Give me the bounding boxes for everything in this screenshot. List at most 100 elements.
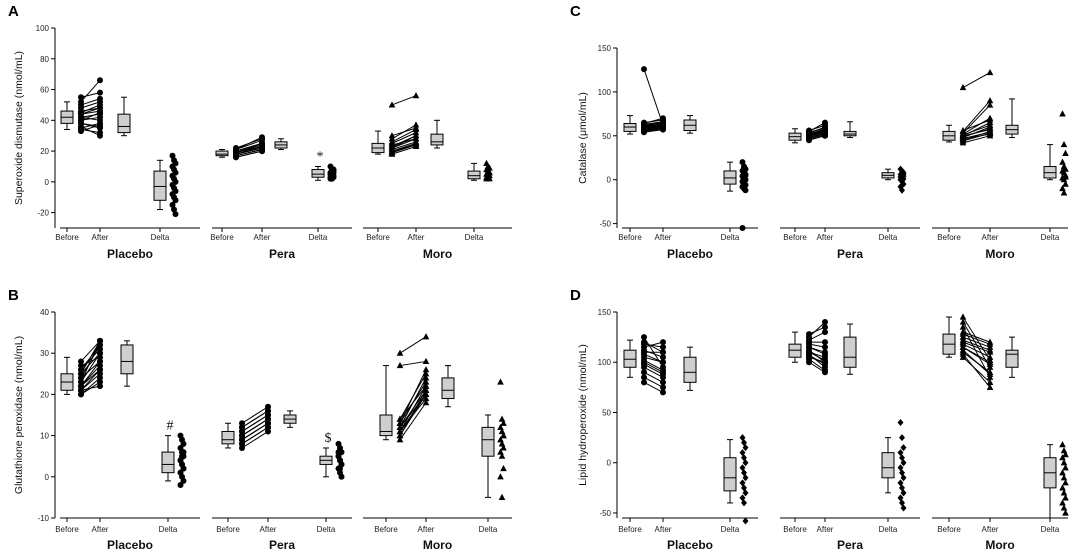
paired-line (643, 341, 664, 348)
point-delta (900, 170, 907, 178)
paired-line (80, 79, 101, 103)
point-delta (500, 464, 507, 472)
point-delta (169, 152, 176, 159)
point-before (78, 391, 84, 398)
paired-line (80, 352, 101, 375)
point-after (97, 383, 103, 390)
point-before (396, 432, 404, 439)
box-iqr (215, 150, 229, 157)
point-after (822, 367, 828, 374)
paired-line (235, 150, 263, 158)
paired-line (643, 123, 664, 126)
x-tick-label-before: Before (55, 233, 79, 242)
point-after (822, 324, 828, 331)
point-delta (335, 449, 342, 456)
point-before (239, 420, 245, 427)
point-after (660, 389, 666, 396)
group-label: Placebo (667, 538, 713, 552)
box-after (843, 121, 857, 139)
box-before (215, 149, 229, 158)
point-after (986, 97, 994, 104)
paired-line (643, 129, 664, 133)
paired-line (235, 136, 263, 150)
point-before (959, 350, 967, 357)
paired-line (241, 426, 269, 445)
point-delta (329, 172, 335, 179)
x-tick-label-after: After (92, 233, 109, 242)
point-before (396, 427, 404, 435)
point-after (265, 428, 271, 435)
point-after (265, 403, 271, 410)
point-after (422, 394, 430, 402)
x-tick-label-delta: Delta (479, 525, 498, 534)
point-delta (1059, 484, 1066, 491)
paired-line (808, 354, 826, 365)
point-after (97, 366, 103, 373)
box-before (221, 422, 235, 449)
y-axis-label: Catalase (μmol/mL) (577, 92, 589, 184)
point-before (641, 379, 647, 386)
point-before (78, 98, 84, 105)
group-pera: Before After Delta Pera * (210, 134, 352, 261)
point-after (259, 145, 265, 151)
point-before (78, 358, 84, 365)
x-tick-label-before: Before (618, 525, 642, 534)
paired-line (643, 343, 664, 348)
y-tick-label: 150 (598, 308, 612, 317)
paired-line (80, 124, 101, 132)
paired-line (643, 121, 664, 125)
point-before (959, 323, 967, 330)
paired-line (235, 142, 263, 152)
box-after (430, 119, 444, 149)
group-label: Pera (837, 538, 863, 552)
x-tick-label-delta: Delta (151, 233, 170, 242)
point-delta (742, 517, 749, 525)
point-before (641, 334, 647, 341)
x-tick-label-before: Before (55, 525, 79, 534)
point-delta (180, 477, 187, 484)
paired-line (643, 336, 664, 368)
box-before (942, 316, 956, 358)
x-tick-label-before: Before (937, 525, 961, 534)
y-tick-label: 100 (598, 88, 612, 97)
paired-line (80, 361, 101, 379)
box-before (623, 339, 637, 378)
point-before (641, 357, 647, 364)
y-tick-label: 30 (40, 349, 49, 358)
point-delta (486, 169, 493, 176)
x-tick-label-delta: Delta (721, 233, 740, 242)
point-after (97, 77, 103, 84)
point-delta (1062, 464, 1069, 471)
y-tick-label: 20 (40, 390, 49, 399)
point-delta (1059, 454, 1066, 461)
x-tick-label-delta: Delta (1041, 233, 1060, 242)
point-after (660, 354, 666, 361)
point-before (641, 347, 647, 354)
point-before (388, 149, 396, 156)
point-after (660, 123, 666, 130)
y-axis-label: Glutathione peroxidase (nmol/mL) (13, 336, 25, 494)
point-after (822, 122, 828, 129)
y-tick-label: 20 (40, 147, 49, 156)
box-delta (161, 435, 175, 482)
panel-C: C Catalase (μmol/mL) -50 0 50 100 150 Before Aft… (570, 3, 1069, 261)
paired-line (80, 373, 101, 391)
point-before (959, 313, 967, 320)
y-tick-label: -10 (37, 514, 49, 523)
box-before (623, 115, 637, 135)
paired-line (80, 104, 101, 114)
point-delta (1062, 494, 1069, 501)
paired-line (643, 366, 664, 378)
point-before (78, 387, 84, 394)
paired-line (235, 144, 263, 154)
group-placebo: Before After Delta Placebo (618, 334, 758, 552)
significance-annotation: * (317, 149, 324, 164)
point-after (986, 373, 994, 380)
x-tick-label-after: After (92, 525, 109, 534)
y-tick-label: 40 (40, 116, 49, 125)
point-after (97, 108, 103, 115)
point-delta (742, 187, 749, 194)
point-after (660, 384, 666, 391)
point-before (806, 127, 812, 134)
point-after (265, 424, 271, 431)
